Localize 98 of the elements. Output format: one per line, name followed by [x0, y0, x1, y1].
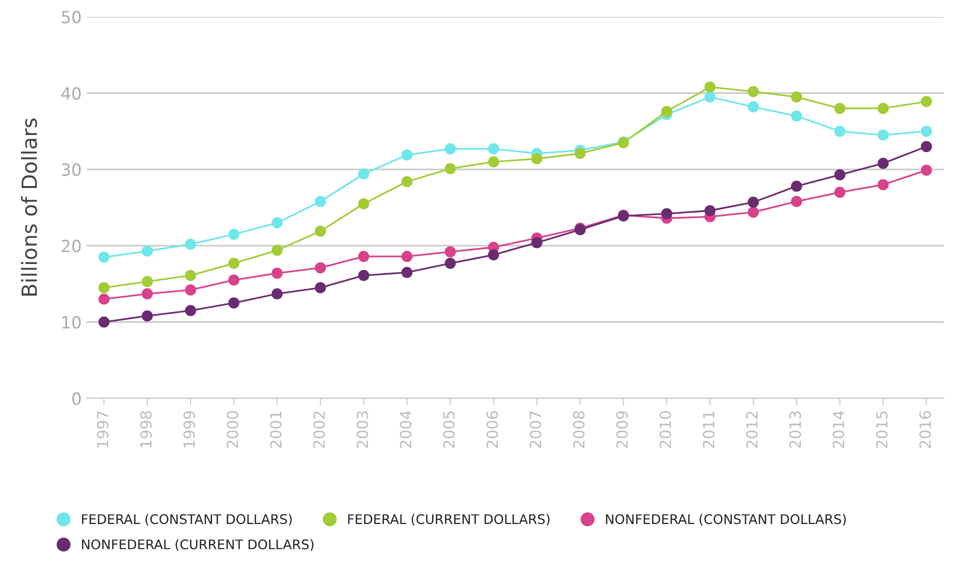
x-tick-label: 2003: [356, 411, 368, 448]
point: [185, 305, 196, 316]
point: [142, 246, 153, 257]
x-tick-label: 2008: [573, 411, 585, 448]
point: [488, 249, 500, 260]
point: [98, 252, 110, 263]
point: [574, 148, 586, 159]
point: [661, 106, 672, 117]
y-tick-label: 50: [62, 10, 81, 24]
point: [228, 258, 240, 269]
point: [748, 101, 759, 112]
point: [531, 237, 542, 248]
point: [920, 164, 932, 176]
x-tick-label: 2004: [400, 410, 412, 448]
point: [661, 208, 672, 220]
x-tick-label: 2011: [702, 412, 714, 448]
x-tick-label: 2002: [313, 412, 325, 448]
x-tick-label: 2014: [832, 410, 844, 448]
x-tick-label: 2000: [226, 411, 238, 448]
x-tick-label: 2009: [616, 411, 628, 448]
y-axis-title: Billions of Dollars: [20, 118, 38, 296]
point: [791, 110, 802, 122]
x-tick-label: 2016: [919, 411, 931, 448]
point: [531, 153, 542, 164]
point: [878, 158, 889, 169]
y-tick-label: 0: [72, 392, 81, 405]
point: [185, 238, 196, 250]
point: [314, 262, 326, 274]
point: [920, 126, 932, 137]
point: [272, 268, 283, 279]
x-tick-label: 1997: [96, 411, 108, 448]
point: [878, 130, 889, 141]
point: [488, 156, 500, 168]
point: [401, 250, 413, 262]
point: [401, 176, 413, 188]
y-tick-label: 20: [62, 240, 81, 252]
point: [358, 168, 370, 180]
x-tick-label: 2012: [746, 412, 758, 448]
y-tick-label: 40: [61, 87, 81, 100]
point: [748, 206, 759, 218]
point: [272, 244, 283, 256]
point: [401, 149, 413, 160]
point: [878, 102, 889, 114]
point: [444, 163, 456, 174]
point: [791, 91, 802, 102]
point: [272, 217, 283, 228]
x-tick-label: 2010: [660, 411, 672, 448]
point: [185, 284, 196, 296]
legend-label: NONFEDERAL (CURRENT DOLLARS): [82, 539, 314, 551]
x-tick-label: 2005: [443, 411, 455, 448]
point: [791, 196, 802, 208]
x-tick-label: 2013: [789, 411, 801, 448]
point: [98, 282, 110, 294]
point: [98, 294, 110, 305]
point: [142, 310, 153, 322]
point: [142, 288, 153, 300]
point: [228, 228, 240, 240]
point: [314, 226, 326, 237]
point: [444, 143, 456, 154]
point: [488, 143, 500, 154]
x-tick-label: 2007: [530, 411, 542, 448]
point: [791, 180, 802, 192]
point: [878, 179, 889, 190]
point: [358, 250, 370, 262]
point: [358, 270, 370, 282]
x-tick-label: 2006: [486, 411, 498, 448]
point: [748, 196, 759, 208]
point: [98, 316, 110, 328]
legend-label: FEDERAL (CONSTANT DOLLARS): [82, 514, 292, 526]
point: [834, 126, 846, 137]
point: [185, 270, 196, 282]
x-tick-label: 2001: [270, 412, 282, 448]
point: [401, 266, 413, 278]
point: [920, 140, 932, 152]
point: [704, 91, 716, 102]
point: [704, 205, 716, 216]
point: [444, 258, 456, 269]
legend-label: NONFEDERAL (CONSTANT DOLLARS): [606, 514, 846, 526]
point: [834, 102, 846, 114]
x-tick-label: 1999: [183, 411, 195, 448]
point: [444, 246, 456, 258]
point: [228, 297, 240, 308]
point: [314, 282, 326, 294]
x-tick-label: 1998: [140, 411, 152, 448]
point: [272, 288, 283, 300]
y-tick-label: 30: [62, 163, 81, 176]
point: [704, 81, 716, 93]
point: [358, 198, 370, 210]
point: [834, 169, 846, 180]
point: [748, 86, 759, 98]
point: [142, 276, 153, 288]
point: [228, 274, 240, 286]
point: [834, 186, 846, 198]
x-tick-label: 2015: [876, 411, 888, 448]
point: [314, 196, 326, 208]
y-tick-label: 10: [62, 316, 81, 329]
legend-label: FEDERAL (CURRENT DOLLARS): [348, 514, 550, 526]
point: [920, 96, 932, 108]
